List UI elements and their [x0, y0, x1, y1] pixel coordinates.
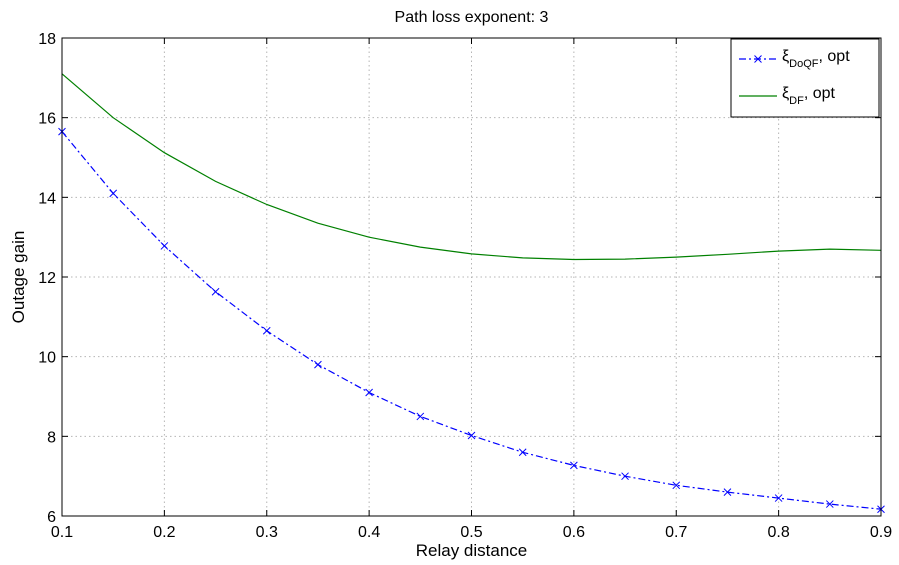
- y-tick-label: 10: [38, 350, 56, 367]
- x-tick-label: 0.3: [256, 524, 278, 541]
- ticks: 0.1 0.2 0.3 0.4 0.5 0.6 0.7 0.8 0.9 6 8 10 12 14 16 18: [38, 31, 892, 541]
- series-line: [61, 73, 882, 261]
- data-point-marker: [518, 448, 527, 457]
- series-layer: [58, 73, 885, 514]
- data-point-marker: [621, 472, 629, 481]
- y-tick-label: 12: [38, 270, 56, 287]
- y-tick-label: 8: [47, 429, 56, 446]
- y-tick-label: 18: [38, 31, 56, 48]
- series-line: [61, 131, 882, 510]
- x-tick-label: 0.9: [870, 524, 892, 541]
- x-tick-label: 0.1: [51, 524, 73, 541]
- x-tick-label: 0.8: [768, 524, 790, 541]
- chart-title: Path loss exponent: 3: [395, 9, 549, 26]
- y-tick-label: 6: [47, 509, 56, 526]
- legend-label: ξDoQF, opt: [782, 48, 850, 70]
- data-point-marker: [723, 488, 732, 496]
- x-tick-label: 0.6: [563, 524, 585, 541]
- data-point-marker: [314, 360, 322, 369]
- series-df: [61, 73, 882, 261]
- data-point-marker: [416, 412, 425, 421]
- legend: ξDoQF, opt ξDF, opt: [730, 38, 880, 118]
- y-tick-label: 16: [38, 111, 56, 128]
- y-tick-label: 14: [38, 190, 56, 207]
- y-axis-label: Outage gain: [9, 231, 28, 324]
- x-axis-label: Relay distance: [416, 541, 528, 560]
- x-tick-label: 0.7: [665, 524, 687, 541]
- data-point-marker: [109, 189, 118, 198]
- data-point-marker: [211, 287, 220, 296]
- legend-box: [730, 38, 880, 118]
- data-point-marker: [467, 431, 476, 440]
- legend-item: ξDoQF, opt: [739, 48, 850, 70]
- data-point-marker: [570, 461, 578, 470]
- x-tick-label: 0.2: [153, 524, 175, 541]
- data-point-marker: [160, 242, 169, 250]
- data-point-marker: [672, 481, 681, 490]
- legend-label: ξDF, opt: [782, 85, 836, 107]
- x-tick-label: 0.4: [358, 524, 380, 541]
- x-tick-label: 0.5: [460, 524, 482, 541]
- data-point-marker: [774, 494, 783, 502]
- data-point-marker: [365, 388, 373, 397]
- data-point-marker: [825, 500, 834, 508]
- legend-item: ξDF, opt: [739, 85, 836, 107]
- data-point-marker: [262, 326, 271, 335]
